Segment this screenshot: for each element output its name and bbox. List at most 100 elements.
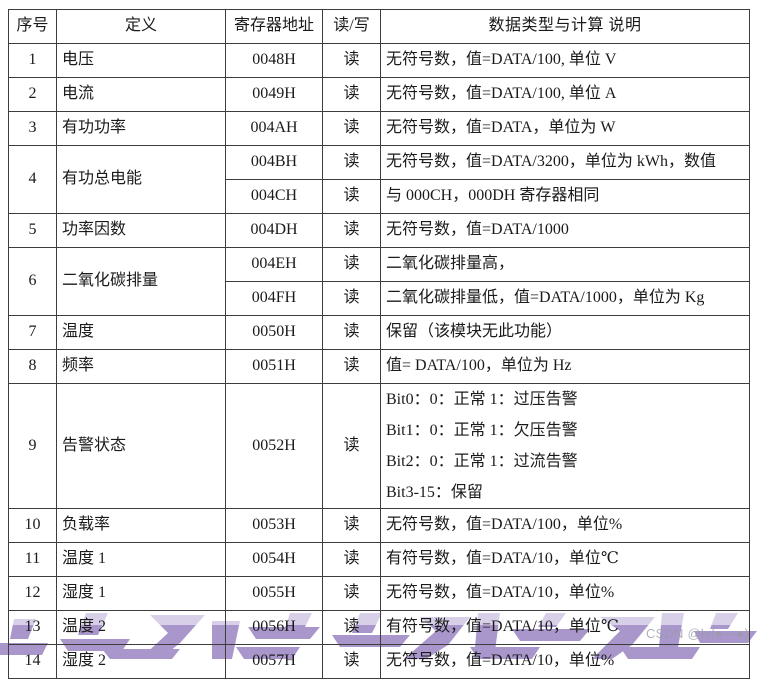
table-row: 2 电流 0049H 读 无符号数，值=DATA/100, 单位 A — [8, 77, 750, 112]
header-definition: 定义 — [56, 9, 226, 44]
cell-address: 0057H — [225, 644, 323, 679]
bit-line: Bit2：0：正常 1：过流告警 — [386, 453, 578, 470]
cell-description: 值= DATA/100，单位为 Hz — [380, 349, 750, 384]
cell-rw: 读 — [322, 576, 381, 611]
header-description: 数据类型与计算 说明 — [380, 9, 750, 44]
cell-rw: 读 — [322, 644, 381, 679]
cell-no: 12 — [8, 576, 57, 611]
cell-definition: 电流 — [56, 77, 226, 112]
table-header-row: 序号 定义 寄存器地址 读/写 数据类型与计算 说明 — [8, 9, 750, 44]
cell-address: 004FH — [225, 281, 323, 316]
cell-definition: 功率因数 — [56, 213, 226, 248]
table-row: 6 二氧化碳排量 004EH 读 二氧化碳排量高， — [8, 247, 750, 316]
cell-rw: 读 — [322, 43, 381, 78]
table-row: 3 有功功率 004AH 读 无符号数，值=DATA，单位为 W — [8, 111, 750, 146]
cell-address: 004CH — [225, 179, 323, 214]
cell-no: 10 — [8, 508, 57, 543]
cell-no: 6 — [8, 247, 57, 316]
cell-no: 5 — [8, 213, 57, 248]
table-row: 12 湿度 1 0055H 读 无符号数，值=DATA/10，单位% — [8, 576, 750, 611]
cell-address: 0049H — [225, 77, 323, 112]
cell-address: 0052H — [225, 383, 323, 509]
register-table: 序号 定义 寄存器地址 读/写 数据类型与计算 说明 1 电压 0048H 读 … — [8, 9, 750, 679]
cell-rw: 读 — [322, 610, 381, 645]
cell-address: 0054H — [225, 542, 323, 577]
cell-definition: 二氧化碳排量 — [56, 247, 226, 316]
cell-address: 004DH — [225, 213, 323, 248]
cell-description: 与 000CH，000DH 寄存器相同 — [380, 179, 750, 214]
table-row: 4 有功总电能 004BH 读 无符号数，值=DATA/3200，单位为 kWh… — [8, 145, 750, 214]
cell-description: 二氧化碳排量低，值=DATA/1000，单位为 Kg — [380, 281, 750, 316]
cell-rw: 读 — [322, 179, 381, 214]
cell-description: 无符号数，值=DATA/10，单位% — [380, 576, 750, 611]
header-rw: 读/写 — [322, 9, 381, 44]
cell-address: 004AH — [225, 111, 323, 146]
table-row: 13 温度 2 0056H 读 有符号数，值=DATA/10，单位℃ — [8, 610, 750, 645]
table-row: 7 温度 0050H 读 保留（该模块无此功能） — [8, 315, 750, 350]
cell-address: 0048H — [225, 43, 323, 78]
bit-line: Bit3-15：保留 — [386, 484, 483, 501]
cell-description: 无符号数，值=DATA，单位为 W — [380, 111, 750, 146]
cell-definition: 湿度 1 — [56, 576, 226, 611]
table-row: 1 电压 0048H 读 无符号数，值=DATA/100, 单位 V — [8, 43, 750, 78]
table-row: 10 负载率 0053H 读 无符号数，值=DATA/100，单位% — [8, 508, 750, 543]
cell-no: 7 — [8, 315, 57, 350]
cell-description: 二氧化碳排量高， — [380, 247, 750, 282]
cell-no: 4 — [8, 145, 57, 214]
cell-no: 13 — [8, 610, 57, 645]
table-row: 14 湿度 2 0057H 读 无符号数，值=DATA/10，单位% — [8, 644, 750, 679]
cell-description: 无符号数，值=DATA/100，单位% — [380, 508, 750, 543]
cell-address: 004BH — [225, 145, 323, 180]
cell-rw: 读 — [322, 77, 381, 112]
cell-address: 0050H — [225, 315, 323, 350]
cell-description: 保留（该模块无此功能） — [380, 315, 750, 350]
cell-description: 有符号数，值=DATA/10，单位℃ — [380, 542, 750, 577]
cell-no: 8 — [8, 349, 57, 384]
cell-definition: 有功总电能 — [56, 145, 226, 214]
header-address: 寄存器地址 — [225, 9, 323, 44]
cell-description: 无符号数，值=DATA/100, 单位 V — [380, 43, 750, 78]
cell-rw: 读 — [322, 542, 381, 577]
cell-address: 0053H — [225, 508, 323, 543]
cell-definition: 有功功率 — [56, 111, 226, 146]
cell-rw: 读 — [322, 383, 381, 509]
cell-description: 无符号数，值=DATA/10，单位% — [380, 644, 750, 679]
cell-definition: 电压 — [56, 43, 226, 78]
table-row: 5 功率因数 004DH 读 无符号数，值=DATA/1000 — [8, 213, 750, 248]
cell-rw: 读 — [322, 349, 381, 384]
cell-description: 有符号数，值=DATA/10，单位℃ — [380, 610, 750, 645]
cell-rw: 读 — [322, 111, 381, 146]
table-row: 11 温度 1 0054H 读 有符号数，值=DATA/10，单位℃ — [8, 542, 750, 577]
cell-no: 3 — [8, 111, 57, 146]
table-row-alarm-status: 9 告警状态 0052H 读 Bit0：0：正常 1：过压告警 Bit1：0：正… — [8, 383, 750, 509]
table-row: 004FH 读 二氧化碳排量低，值=DATA/1000，单位为 Kg — [9, 281, 750, 316]
cell-address: 0051H — [225, 349, 323, 384]
cell-description: 无符号数，值=DATA/3200，单位为 kWh，数值 — [380, 145, 750, 180]
cell-no: 1 — [8, 43, 57, 78]
table-row: 8 频率 0051H 读 值= DATA/100，单位为 Hz — [8, 349, 750, 384]
cell-definition: 温度 1 — [56, 542, 226, 577]
bit-line: Bit0：0：正常 1：过压告警 — [386, 391, 578, 408]
bit-line: Bit1：0：正常 1：欠压告警 — [386, 422, 578, 439]
cell-definition: 湿度 2 — [56, 644, 226, 679]
cell-description: 无符号数，值=DATA/1000 — [380, 213, 750, 248]
cell-definition: 告警状态 — [56, 383, 226, 509]
cell-rw: 读 — [322, 508, 381, 543]
cell-rw: 读 — [322, 281, 381, 316]
cell-definition: 温度 — [56, 315, 226, 350]
cell-no: 14 — [8, 644, 57, 679]
cell-rw: 读 — [322, 247, 381, 282]
cell-description-bits: Bit0：0：正常 1：过压告警 Bit1：0：正常 1：欠压告警 Bit2：0… — [380, 383, 750, 509]
cell-rw: 读 — [322, 315, 381, 350]
cell-no: 11 — [8, 542, 57, 577]
cell-address: 0056H — [225, 610, 323, 645]
cell-definition: 负载率 — [56, 508, 226, 543]
cell-no: 2 — [8, 77, 57, 112]
register-table-container: 序号 定义 寄存器地址 读/写 数据类型与计算 说明 1 电压 0048H 读 … — [8, 9, 750, 679]
cell-address: 004EH — [225, 247, 323, 282]
cell-rw: 读 — [322, 213, 381, 248]
header-no: 序号 — [8, 9, 57, 44]
cell-definition: 温度 2 — [56, 610, 226, 645]
cell-no: 9 — [8, 383, 57, 509]
cell-rw: 读 — [322, 145, 381, 180]
